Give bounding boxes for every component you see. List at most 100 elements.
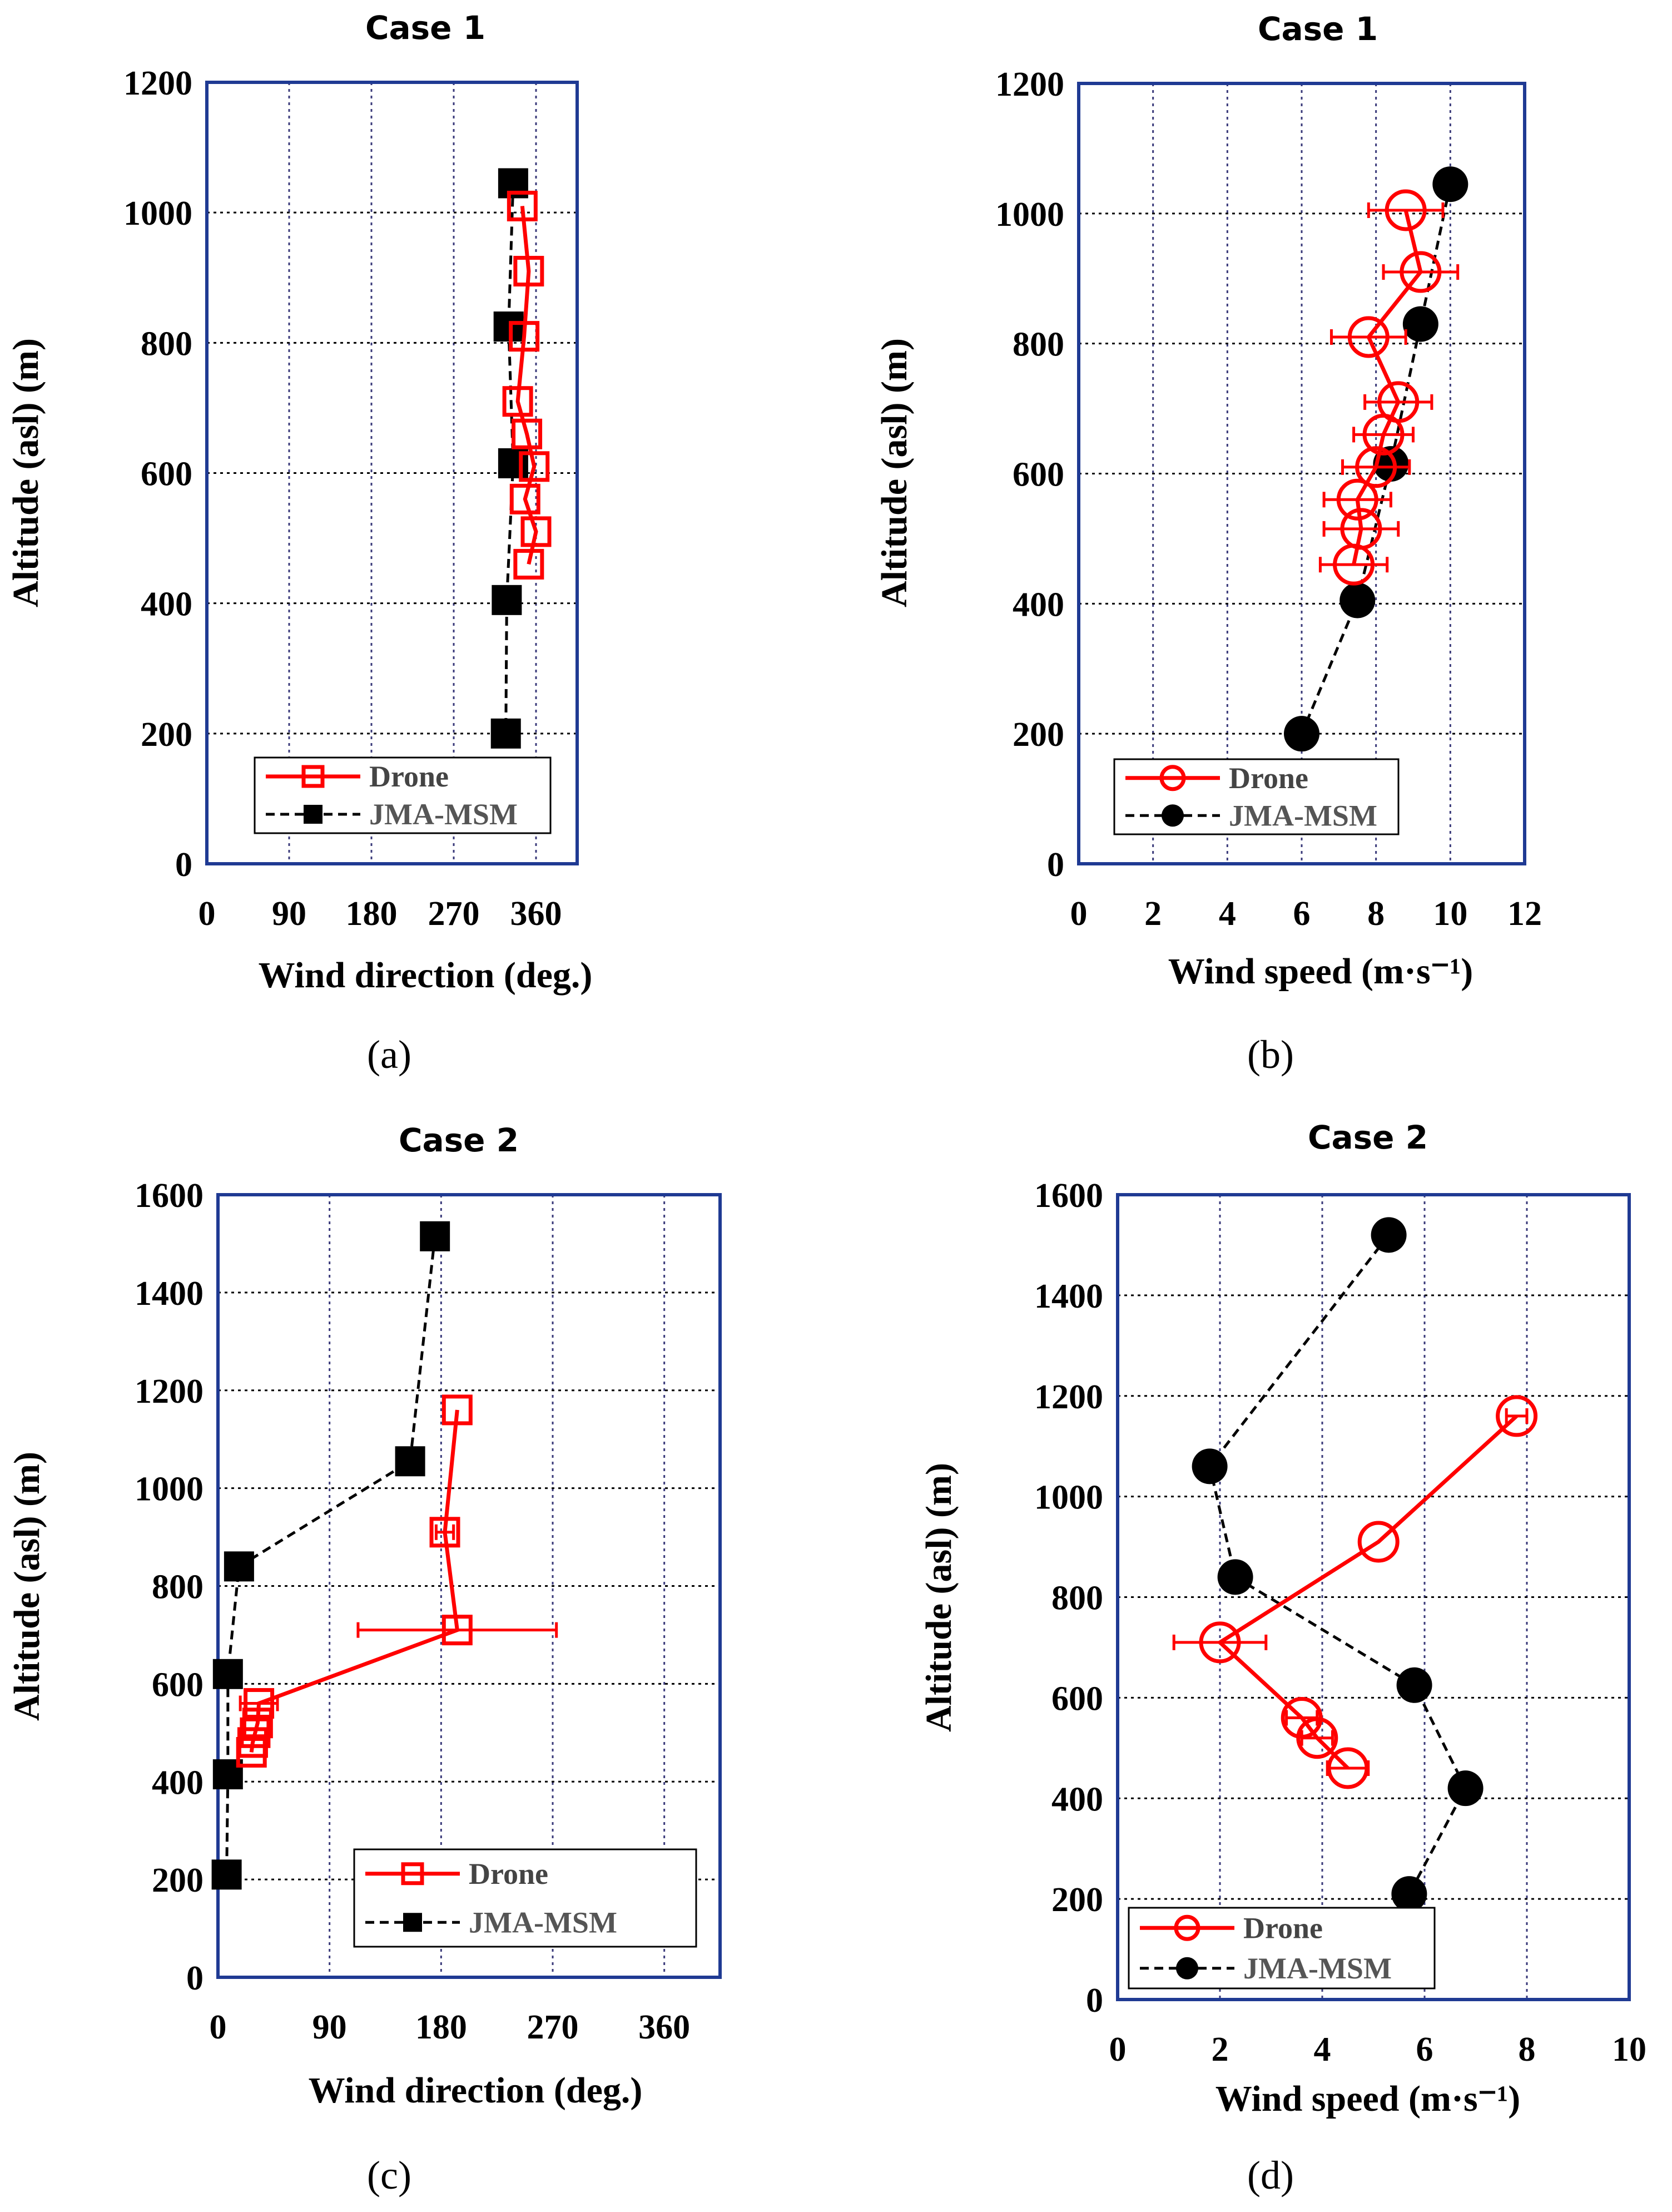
drone-series-line	[515, 206, 538, 565]
chart-title: Case 2	[399, 1121, 519, 1159]
x-axis-label: Wind direction (deg.)	[259, 955, 593, 996]
y-tick-label: 0	[186, 1959, 204, 1997]
y-tick-label: 1400	[135, 1275, 204, 1313]
jma-msm-data-point	[1391, 1876, 1427, 1912]
drone-data-point	[512, 418, 543, 449]
x-axis-label: Wind direction (deg.)	[309, 2070, 643, 2111]
y-tick-label: 400	[1013, 586, 1064, 623]
legend-drone-label: Drone	[1243, 1911, 1323, 1944]
plot-frame	[216, 1193, 722, 1979]
x-tick-label: 360	[510, 895, 562, 933]
chart-panel-1: 0 90 180 270 360 0 200 400 600 800 1000 1200 Case 1 W…	[6, 9, 592, 1077]
y-tick-label: 400	[141, 586, 192, 623]
x-axis-label: Wind speed (m·s⁻¹)	[1215, 2079, 1521, 2119]
legend: Drone JMA-MSM	[353, 1848, 697, 1948]
jma-msm-data-point	[492, 585, 522, 615]
drone-data-point	[1362, 413, 1405, 456]
drone-data-point	[429, 1517, 460, 1548]
x-tick-label: 360	[638, 2008, 690, 2046]
y-axis-label: Altitude (asl) (m)	[874, 338, 915, 607]
jma-msm-data-point	[1371, 1217, 1407, 1253]
y-tick-label: 600	[1051, 1680, 1103, 1718]
y-tick-label: 0	[1047, 846, 1064, 884]
y-tick-label: 1200	[1034, 1378, 1103, 1416]
jma-msm-series-line	[1208, 1234, 1467, 1895]
legend-jma-msm-marker	[403, 1913, 422, 1932]
jma-msm-data-point	[1192, 1448, 1228, 1484]
x-axis-label: Wind speed (m·s⁻¹)	[1168, 951, 1473, 992]
y-tick-label: 1200	[995, 66, 1064, 103]
jma-msm-data-point	[420, 1221, 450, 1251]
x-tick-label: 6	[1293, 895, 1311, 933]
drone-data-point	[1355, 446, 1397, 488]
y-tick-label: 0	[175, 846, 192, 884]
drone-data-point	[1400, 251, 1442, 293]
y-axis-label: Altitude (asl) (m)	[919, 1463, 959, 1732]
x-tick-label: 180	[415, 2008, 467, 2046]
jma-msm-data-point	[1284, 716, 1319, 752]
x-tick-label: 2	[1144, 895, 1162, 933]
chart-panel-4: 0 2 4 6 8 10 0 200 400 600 800 1000 1200 1400 1600 Case…	[919, 1119, 1646, 2198]
jma-msm-data-point	[211, 1859, 242, 1890]
drone-data-point	[1357, 1521, 1400, 1563]
legend: Drone JMA-MSM	[254, 756, 552, 834]
panel-label: (a)	[367, 1032, 411, 1077]
jma-msm-data-point	[1447, 1770, 1484, 1807]
drone-series-line	[249, 1409, 460, 1753]
plot-frame	[1116, 1193, 1631, 2001]
legend-drone-marker	[301, 765, 325, 788]
y-tick-label: 1000	[135, 1471, 204, 1508]
jma-msm-data-point	[1402, 306, 1438, 342]
legend-drone-label: Drone	[469, 1857, 548, 1891]
legend-drone-marker	[1174, 1914, 1200, 1941]
drone-series-line	[1217, 1414, 1518, 1770]
chart-title: Case 1	[365, 9, 485, 47]
x-tick-label: 270	[428, 895, 480, 933]
jma-msm-data-point	[224, 1551, 254, 1582]
x-tick-label: 180	[346, 895, 398, 933]
y-tick-label: 1600	[1034, 1177, 1103, 1215]
x-tick-label: 12	[1507, 895, 1542, 933]
jma-msm-series-line	[225, 1236, 436, 1875]
x-tick-label: 10	[1433, 895, 1467, 933]
chart-title: Case 1	[1258, 10, 1378, 48]
legend-jma-msm-marker	[304, 805, 323, 824]
drone-data-point	[509, 483, 540, 514]
legend: Drone JMA-MSM	[1128, 1907, 1436, 1990]
drone-data-point	[242, 1708, 273, 1739]
x-tick-label: 2	[1212, 2031, 1229, 2069]
x-tick-label: 0	[199, 895, 216, 933]
drone-data-point	[1296, 1717, 1338, 1759]
y-tick-label: 1400	[1034, 1278, 1103, 1315]
drone-data-point	[1333, 543, 1375, 586]
plot-frame	[1077, 82, 1526, 865]
chart-panel-3: 0 90 180 270 360 0 200 400 600 800 1000 1200 1400 160…	[7, 1121, 722, 2198]
legend-drone-label: Drone	[1229, 761, 1308, 795]
x-tick-label: 10	[1612, 2031, 1646, 2069]
jma-msm-data-point	[1396, 1667, 1432, 1703]
drone-data-point	[441, 1615, 473, 1646]
x-tick-label: 0	[210, 2008, 227, 2046]
x-tick-label: 0	[1109, 2031, 1127, 2069]
drone-data-point	[441, 1394, 473, 1426]
y-axis-label: Altitude (asl) (m)	[6, 338, 46, 607]
drone-data-point	[1347, 316, 1390, 358]
legend-drone-label: Drone	[369, 760, 449, 793]
legend: Drone JMA-MSM	[1113, 758, 1400, 835]
x-tick-label: 4	[1314, 2031, 1331, 2069]
y-tick-label: 200	[1051, 1881, 1103, 1919]
x-tick-label: 8	[1519, 2031, 1536, 2069]
drone-data-point	[513, 256, 544, 287]
legend-drone-marker	[401, 1862, 424, 1886]
drone-data-point	[1199, 1621, 1241, 1664]
drone-data-point	[520, 516, 552, 547]
legend-jma-msm-label: JMA-MSM	[1243, 1952, 1392, 1985]
y-tick-label: 800	[1051, 1580, 1103, 1617]
x-tick-label: 270	[527, 2008, 579, 2046]
y-tick-label: 800	[152, 1568, 204, 1606]
jma-msm-data-point	[490, 718, 521, 749]
drone-data-point	[236, 1736, 267, 1768]
drone-data-point	[502, 386, 533, 417]
x-tick-label: 90	[312, 2008, 347, 2046]
drone-data-point	[244, 1688, 275, 1719]
